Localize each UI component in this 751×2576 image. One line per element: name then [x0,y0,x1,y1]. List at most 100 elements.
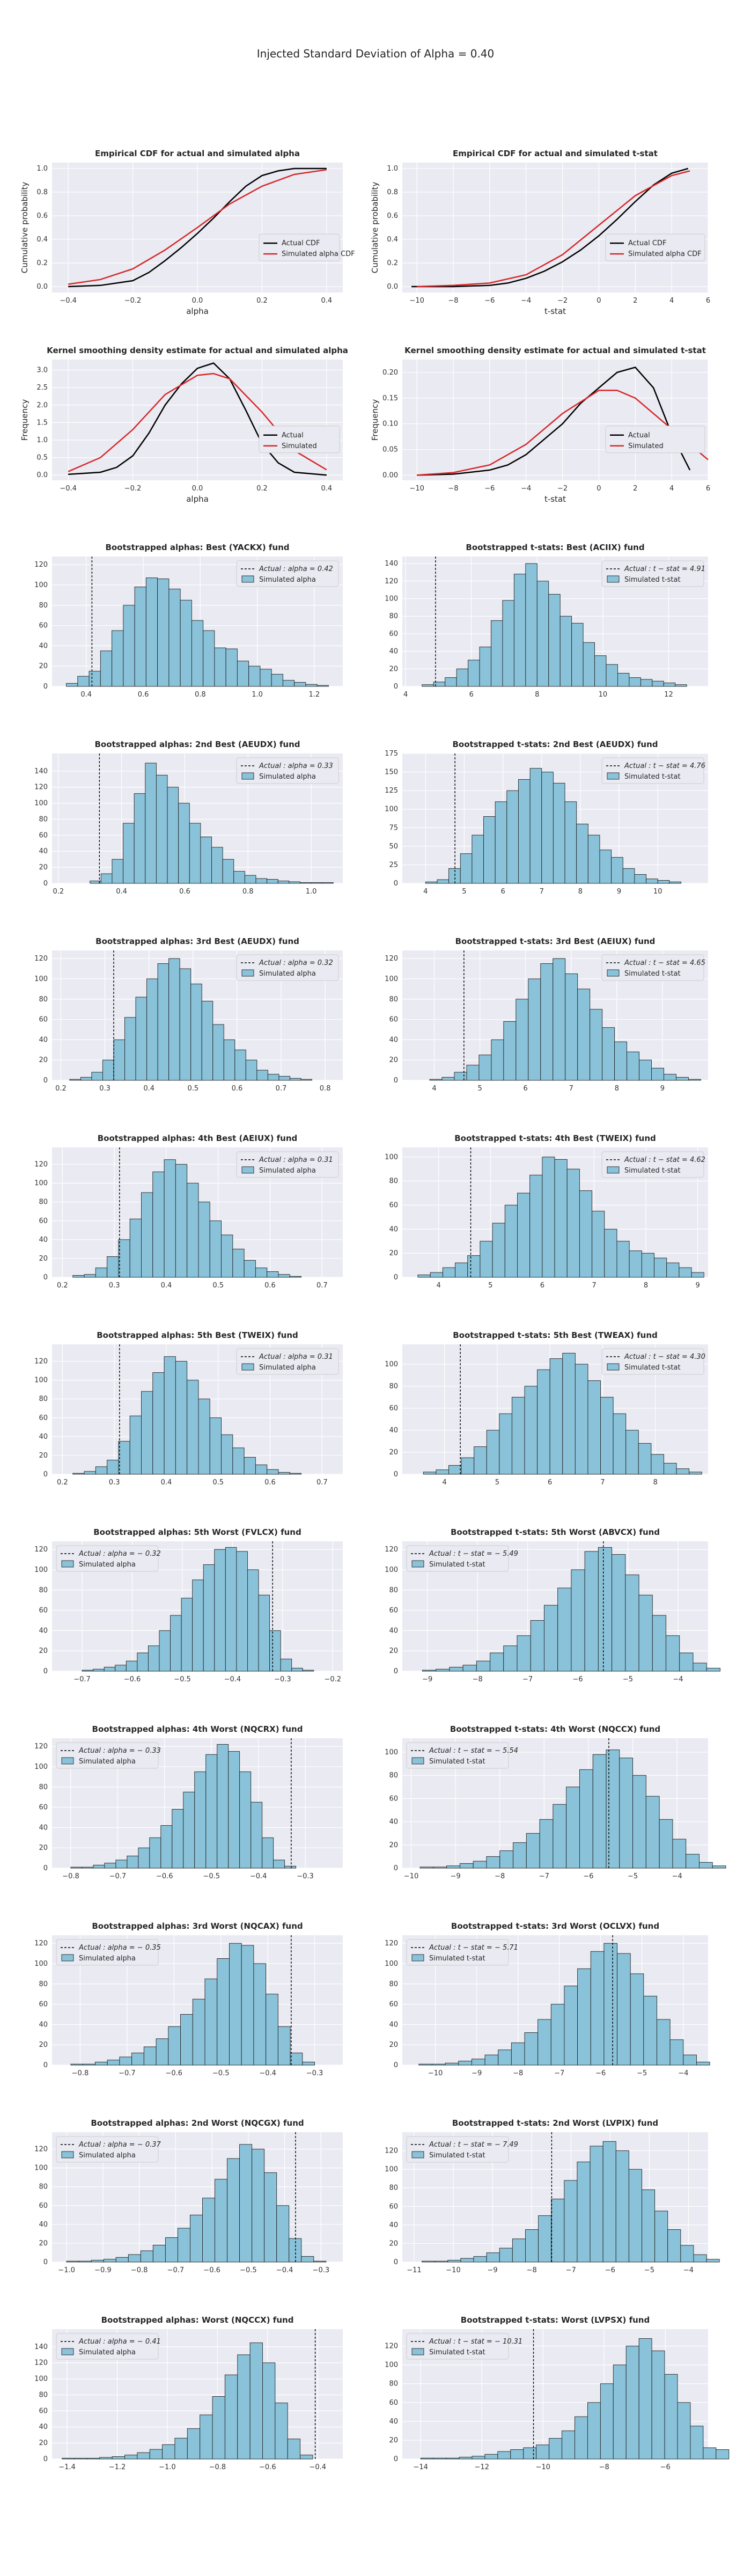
histogram-bar [289,881,300,884]
x-tick-label: 10 [653,888,662,896]
histogram-bar [264,2172,277,2263]
y-tick-label: 0.05 [382,446,398,454]
histogram-bar [486,1430,500,1475]
x-tick-label: 6 [706,485,710,493]
histogram-bar [703,2447,717,2460]
histogram-bar [115,1860,128,1869]
histogram-bar [77,676,90,687]
histogram-bar [436,1469,449,1475]
x-tick-label: −9 [422,1675,432,1684]
legend-box [601,954,704,981]
histogram-bar [425,881,438,884]
legend-label: Actual : t − stat = − 5.71 [429,1944,518,1952]
histogram-bar [112,2456,125,2460]
histogram-bar [459,1863,474,1869]
x-axis-label: alpha [186,494,209,504]
y-tick-label: 0 [43,1274,48,1282]
histogram-bar [577,1968,591,2066]
y-tick-label: 80 [39,1395,48,1403]
y-tick-label: 100 [385,1960,398,1968]
chart-title: Bootstrapped t-stats: 4th Worst (NQCCX) … [450,1724,660,1734]
figure-title: Injected Standard Deviation of Alpha = 0… [256,47,495,60]
histogram-bar [137,1652,149,1672]
histogram-bar [518,779,531,884]
y-tick-label: 120 [34,1546,48,1554]
histogram-bar [74,2458,87,2460]
y-tick-label: 0 [43,1667,48,1675]
y-tick-label: 0.6 [387,212,398,220]
chart-panel-22: 0 20 40 60 80 100 120 −11 −10 −9 −8 −7 −6 −5 −4 Bootstr… [385,2118,720,2274]
histogram-bar [177,2228,190,2263]
histogram-bar [664,2374,678,2460]
x-tick-label: −7 [554,2069,564,2077]
x-tick-label: −0.4 [309,2463,326,2471]
histogram-bar [137,2452,150,2460]
histogram-bar [423,1472,437,1475]
x-tick-label: 7 [600,1479,605,1487]
histogram-bar [124,1017,136,1081]
histogram-bar [603,1943,617,2066]
histogram-bar [229,1943,242,2066]
chart-panel-24: 0 20 40 60 80 100 120 −14 −12 −10 −8 −6 Bootstrapped… [385,2315,730,2471]
histogram-bar [190,983,202,1081]
histogram-bar [107,1460,119,1475]
histogram-bar [70,1867,83,1869]
x-tick-label: 10 [599,691,608,699]
histogram-bar [460,853,473,884]
histogram-bar [433,2457,447,2460]
histogram-bar [115,2257,129,2263]
series-line-1 [417,366,691,476]
y-tick-label: 20 [39,1844,48,1852]
histogram-bar [639,1059,652,1081]
histogram-bar [178,803,190,884]
histogram-bar [89,671,101,687]
legend-box [236,560,339,587]
y-tick-label: 40 [39,1036,48,1044]
legend-label: Actual : alpha = − 0.33 [78,1747,161,1755]
legend-label: Actual : t − stat = − 10.31 [429,2338,522,2346]
x-tick-label: 4 [442,1479,446,1487]
legend-label: Actual : alpha = − 0.41 [78,2338,161,2346]
chart-title: Empirical CDF for actual and simulated t… [453,149,658,158]
histogram-bar [289,1276,302,1278]
x-tick-label: 0.4 [321,485,333,493]
chart-title: Bootstrapped alphas: 3rd Worst (NQCAX) f… [92,1921,303,1931]
y-tick-label: 80 [39,602,48,610]
histogram-bar [536,2445,550,2460]
histogram-bar [696,2061,710,2066]
y-tick-label: 1.5 [36,419,48,427]
histogram-bar [513,574,526,687]
x-tick-label: 0.2 [53,888,64,896]
x-tick-label: −4 [673,1675,683,1684]
chart-title: Bootstrapped alphas: 3rd Best (AEUDX) fu… [95,936,299,946]
histogram-bar [693,1663,707,1672]
histogram-bar [287,2439,301,2460]
y-tick-label: 175 [385,750,398,758]
histogram-bar [549,1358,563,1475]
y-tick-label: 120 [385,2147,398,2155]
histogram-bar [577,989,591,1081]
histogram-bar [187,1183,199,1278]
x-tick-label: 7 [540,888,544,896]
histogram-bar [686,1854,700,1869]
x-tick-label: 0.6 [232,1085,243,1093]
histogram-bar [486,1856,500,1869]
x-tick-label: −5 [644,2266,654,2274]
chart-panel-20: 0 20 40 60 80 100 120 −10 −9 −8 −7 −6 −5 −4 Bootstrapp… [385,1921,710,2077]
x-tick-label: 8 [615,1085,619,1093]
x-tick-label: 4 [403,691,408,699]
histogram-bar [506,790,519,884]
x-tick-label: 0.3 [109,1479,120,1487]
histogram-bar [492,1223,505,1278]
histogram-bar [646,879,658,884]
legend-label: Simulated alpha [79,2151,136,2160]
x-tick-label: −1.2 [109,2463,126,2471]
y-tick-label: 100 [385,1360,398,1368]
histogram-bar [209,1417,222,1475]
legend-box [605,426,705,453]
histogram-bar [619,1758,634,1869]
x-tick-label: −0.3 [297,1872,314,1880]
histogram-bar [157,963,170,1081]
histogram-bar [566,1168,580,1278]
histogram-bar [95,1466,108,1475]
